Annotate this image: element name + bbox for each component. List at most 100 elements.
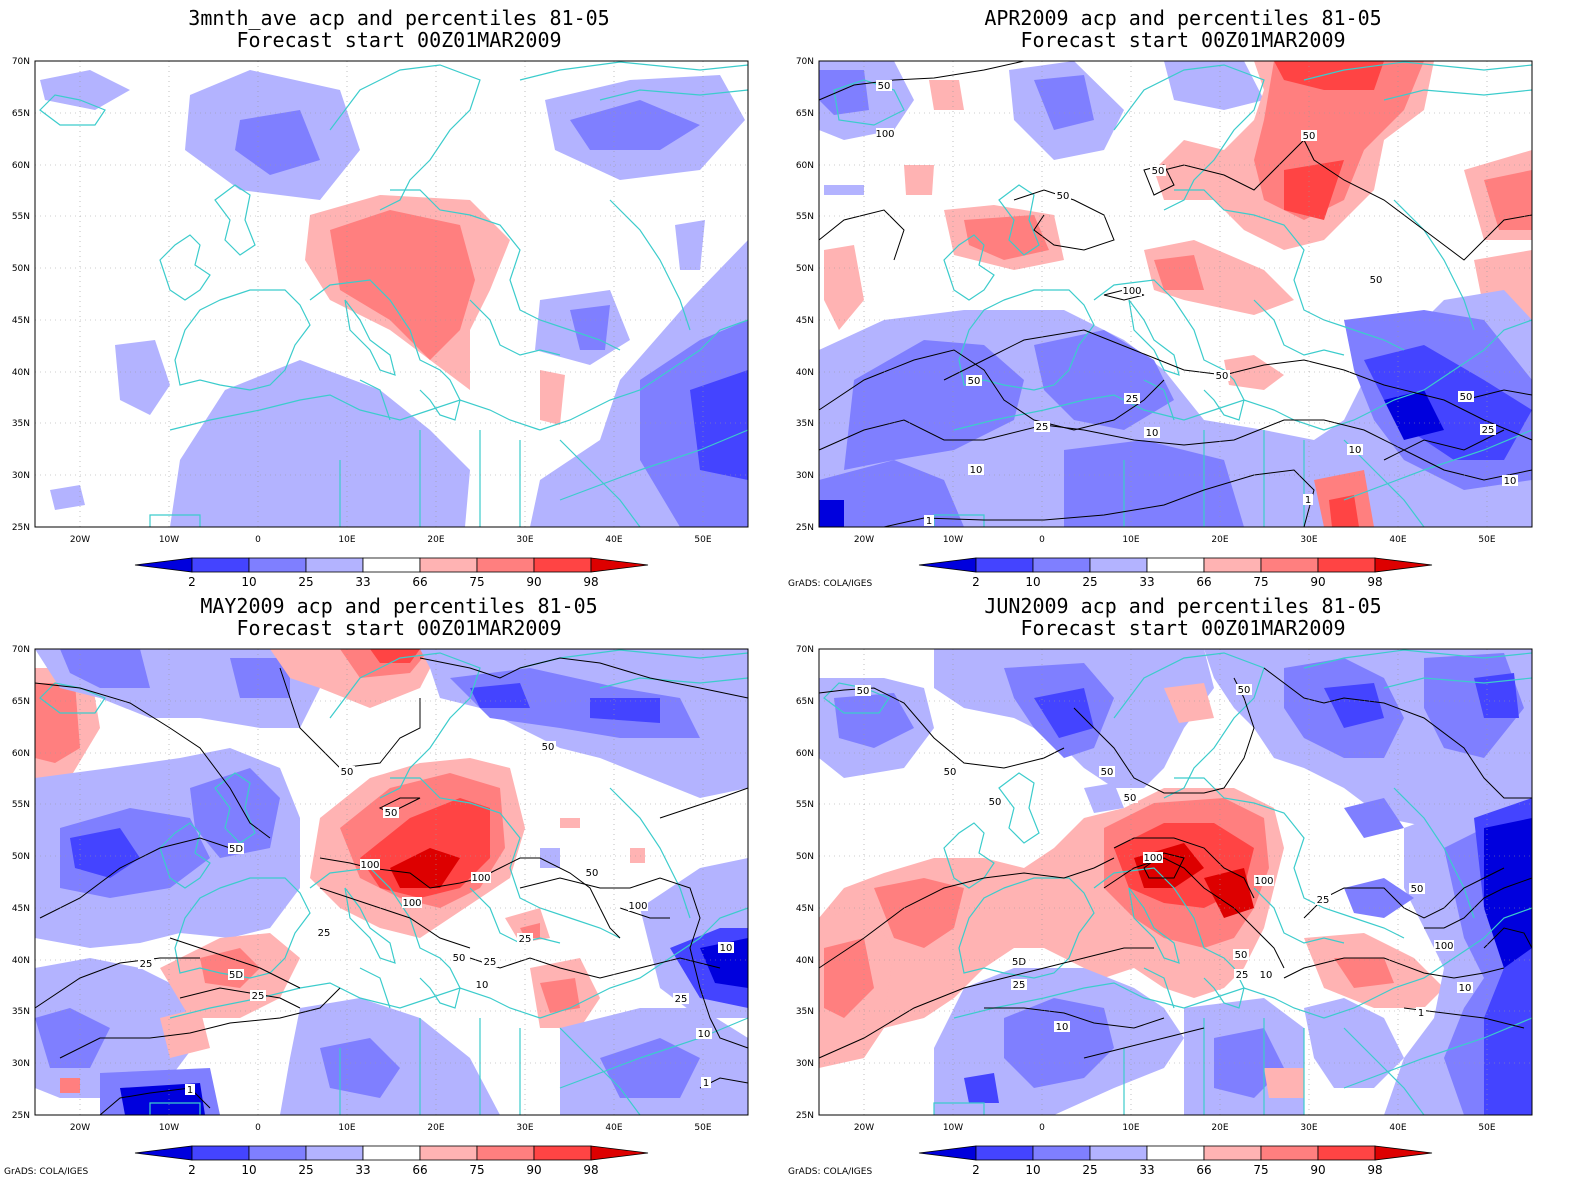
percentile-shading [819,649,1532,1115]
map-svg: 50 50 5D 50 100 100 100 50 25 25 25 50 1… [4,645,749,1177]
contour-label: 10 [1349,445,1362,456]
contour-label: 50 [1124,793,1137,804]
latitude-labels: 70N 65N 60N 55N 50N 45N 40N 35N 30N 25N [796,57,814,533]
contour-label: 25 [1482,425,1495,436]
colorbar-label: 25 [298,575,313,589]
contour-label: 100 [360,860,379,871]
colorbar-label: 33 [355,575,370,589]
lat-label: 60N [12,161,30,171]
colorbar-label: 33 [355,1163,370,1177]
contour-label: 10 [1146,428,1159,439]
contour-label: 25 [519,934,532,945]
lat-label: 50N [12,264,30,274]
map-svg: 70N 65N 60N 55N 50N 45N 40N 35N 30N 25N … [12,57,749,589]
lat-label: 30N [796,471,814,481]
contour-label: 1 [1305,495,1311,506]
contour-label: 25 [675,994,688,1005]
colorbar-label: 33 [1139,575,1154,589]
colorbar-label: 66 [1196,575,1211,589]
lon-label: 10W [943,1123,963,1133]
map-svg: 50 50 50 50 50 50 100 100 50 5D 25 10 25… [788,645,1533,1177]
contour-label: 10 [1056,1022,1069,1033]
lat-label: 55N [12,212,30,222]
contour-label: 50 [1235,950,1248,961]
contour-label: 25 [318,928,331,939]
lon-label: 10E [1122,1123,1139,1133]
contour-label: 100 [628,901,647,912]
contour-label: 1 [1418,1008,1424,1019]
longitude-labels: 20W 10W 0 10E 20E 30E 40E 50E [70,535,712,545]
colorbar-label: 75 [469,1163,484,1177]
lat-label: 55N [796,800,814,810]
contour-label: 10 [1459,983,1472,994]
contour-labels: 50 100 50 50 50 100 50 50 50 25 25 10 10… [875,80,1518,527]
lat-label: 70N [796,57,814,67]
lat-label: 30N [796,1059,814,1069]
contour-label: 50 [1057,191,1070,202]
lon-label: 20E [1211,535,1228,545]
colorbar-label: 10 [1025,1163,1040,1177]
lat-label: 45N [796,904,814,914]
contour-label: 1 [703,1078,709,1089]
lat-label: 70N [796,645,814,655]
map-frame: 50 50 5D 50 100 100 100 50 25 25 25 50 1… [34,648,749,1116]
lon-label: 40E [1389,535,1406,545]
contour-label: 50 [453,953,466,964]
colorbar: 2 10 25 33 66 75 90 98 [134,557,649,589]
contour-label: 25 [1036,422,1049,433]
contour-label: 100 [875,129,894,140]
lat-label: 35N [12,1007,30,1017]
panel-3month-average: 3mnth_ave acp and percentiles 81-05 Fore… [0,0,798,598]
contour-label: 50 [542,742,555,753]
lat-label: 30N [12,1059,30,1069]
contour-label: 50 [1460,392,1473,403]
lon-label: 0 [1039,535,1045,545]
lat-label: 50N [796,852,814,862]
latitude-labels: 70N 65N 60N 55N 50N 45N 40N 35N 30N 25N [796,645,814,1121]
lat-label: 65N [12,109,30,119]
contour-label: 50 [1370,275,1383,286]
lat-label: 45N [796,316,814,326]
contour-label: 25 [1013,980,1026,991]
contour-label: 100 [1122,286,1141,297]
lat-label: 35N [796,419,814,429]
contour-label: 10 [698,1029,711,1040]
latitude-labels: 70N 65N 60N 55N 50N 45N 40N 35N 30N 25N [12,645,30,1121]
contour-label: 50 [1152,166,1165,177]
contour-label: 1 [926,516,932,527]
contour-label: 10 [476,980,489,991]
lon-label: 20W [70,1123,90,1133]
contour-label: 50 [1101,767,1114,778]
contour-label: 50 [1216,371,1229,382]
lat-label: 25N [12,523,30,533]
lat-label: 55N [12,800,30,810]
contour-label: 25 [484,957,497,968]
map-frame [34,60,749,528]
contour-label: 50 [944,767,957,778]
lat-label: 30N [12,471,30,481]
colorbar-label: 25 [1082,1163,1097,1177]
lat-label: 25N [796,1111,814,1121]
lon-label: 50E [1478,1123,1495,1133]
lon-label: 30E [1300,535,1317,545]
lat-label: 70N [12,645,30,655]
colorbar-label: 98 [1367,1163,1382,1177]
colorbar-label: 75 [1253,1163,1268,1177]
contour-label: 10 [1260,970,1273,981]
lat-label: 60N [12,749,30,759]
map-frame: 50 100 50 50 50 100 50 50 50 25 25 10 10… [818,60,1533,528]
lat-label: 25N [12,1111,30,1121]
contour-label: 50 [989,797,1002,808]
panel-subtitle: Forecast start 00Z01MAR2009 [1020,616,1346,640]
contour-label: 50 [1238,685,1251,696]
lat-label: 45N [12,904,30,914]
colorbar-label: 25 [298,1163,313,1177]
colorbar: 2 10 25 33 66 75 90 98 [134,1145,649,1177]
colorbar-label: 90 [526,575,541,589]
map-frame: 50 50 50 50 50 50 100 100 50 5D 25 10 25… [818,648,1533,1116]
lat-label: 60N [796,161,814,171]
contour-label: 50 [1303,131,1316,142]
panel-title: APR2009 acp and percentiles 81-05 [984,6,1382,30]
lon-label: 30E [516,535,533,545]
lat-label: 65N [796,109,814,119]
